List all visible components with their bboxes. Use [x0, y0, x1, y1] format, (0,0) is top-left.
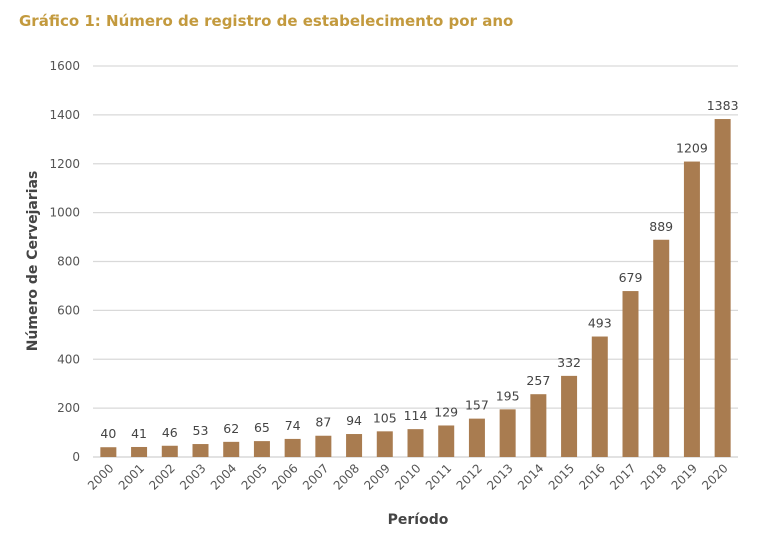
x-axis-title: Período: [388, 512, 449, 528]
data-label: 114: [404, 408, 428, 423]
y-tick-label: 200: [57, 401, 80, 415]
bar: [253, 441, 270, 457]
x-tick-label: 2002: [146, 461, 177, 492]
y-tick-label: 400: [57, 352, 80, 366]
x-tick-label: 2016: [576, 461, 607, 492]
x-tick-label: 2003: [177, 461, 208, 492]
x-tick-label: 2000: [85, 461, 116, 492]
bar: [499, 409, 516, 457]
bar: [653, 239, 670, 457]
bar: [284, 438, 301, 457]
y-tick-label: 1600: [49, 59, 80, 73]
y-tick-label: 0: [72, 450, 80, 464]
x-tick-label: 2014: [515, 461, 546, 492]
data-label: 1209: [676, 141, 708, 156]
x-tick-label: 2001: [116, 461, 147, 492]
data-label: 62: [223, 421, 239, 436]
y-tick-label: 600: [57, 303, 80, 317]
bar: [407, 429, 424, 457]
y-tick-label: 1000: [49, 206, 80, 220]
bar: [192, 444, 209, 457]
bar: [561, 375, 578, 457]
x-tick-label: 2019: [669, 461, 700, 492]
bar: [346, 434, 363, 457]
data-label: 1383: [707, 98, 739, 113]
data-label: 493: [588, 316, 612, 331]
chart-title: Gráfico 1: Número de registro de estabel…: [19, 12, 514, 30]
bar: [530, 394, 547, 457]
data-label: 157: [465, 398, 489, 413]
data-label: 105: [373, 410, 397, 425]
x-tick-label: 2009: [361, 461, 392, 492]
x-tick-label: 2011: [423, 461, 454, 492]
x-tick-label: 2015: [546, 461, 577, 492]
data-label: 40: [100, 426, 116, 441]
y-axis-title: Número de Cervejarias: [25, 171, 41, 352]
x-tick-label: 2018: [638, 461, 669, 492]
y-tick-label: 1400: [49, 108, 80, 122]
bar: [131, 446, 148, 457]
x-tick-label: 2013: [484, 461, 515, 492]
bar: [714, 119, 731, 458]
bar: [161, 445, 178, 457]
bar: [100, 447, 117, 457]
data-label: 129: [434, 404, 458, 419]
bar: [622, 291, 639, 457]
bar: [591, 336, 608, 457]
data-label: 46: [162, 425, 178, 440]
data-label: 257: [526, 373, 550, 388]
bar: [438, 425, 455, 457]
data-label: 195: [496, 388, 520, 403]
data-label: 679: [619, 270, 643, 285]
bar: [468, 418, 485, 457]
x-tick-label: 2007: [300, 461, 331, 492]
data-label: 53: [193, 423, 209, 438]
x-tick-label: 2006: [269, 461, 300, 492]
bar: [223, 441, 240, 457]
y-tick-label: 800: [57, 255, 80, 269]
data-label: 332: [557, 355, 581, 370]
y-tick-label: 1200: [49, 157, 80, 171]
x-tick-label: 2008: [331, 461, 362, 492]
data-label: 65: [254, 420, 270, 435]
data-label: 94: [346, 413, 362, 428]
bar: [315, 435, 332, 457]
x-tick-label: 2010: [392, 461, 423, 492]
x-tick-label: 2004: [208, 461, 239, 492]
x-tick-label: 2020: [699, 461, 730, 492]
bar: [376, 431, 393, 457]
bar: [683, 161, 700, 457]
x-tick-label: 2012: [454, 461, 485, 492]
data-label: 74: [285, 418, 301, 433]
x-tick-label: 2005: [239, 461, 270, 492]
x-tick-label: 2017: [607, 461, 638, 492]
data-label: 87: [315, 415, 331, 430]
data-label: 889: [649, 219, 673, 234]
data-label: 41: [131, 426, 147, 441]
